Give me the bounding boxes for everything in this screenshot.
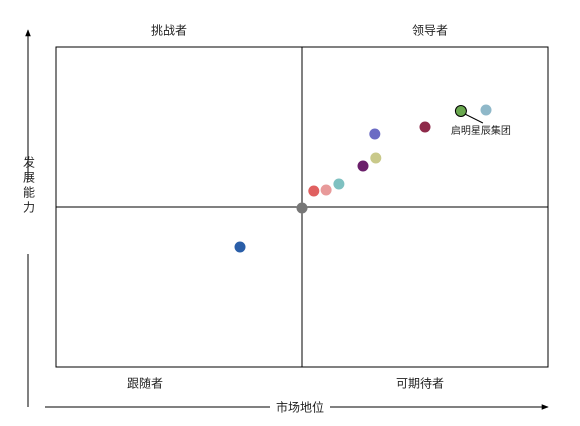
quadrant-label: 跟随者 bbox=[127, 376, 163, 391]
quadrant-label: 领导者 bbox=[412, 24, 448, 38]
point bbox=[480, 104, 492, 116]
quadrant-label: 可期待者 bbox=[396, 377, 444, 391]
label-gap bbox=[270, 399, 330, 415]
point bbox=[308, 185, 320, 197]
point bbox=[454, 105, 467, 117]
point bbox=[333, 178, 345, 190]
point bbox=[419, 121, 431, 133]
quadrant-label: 挑战者 bbox=[151, 24, 187, 38]
point-label: 启明星辰集团 bbox=[451, 124, 511, 137]
leader-line bbox=[464, 113, 484, 124]
point bbox=[320, 184, 332, 196]
point bbox=[357, 160, 369, 172]
y-axis-label: 发展能力 bbox=[22, 155, 36, 216]
label-gap bbox=[18, 180, 38, 254]
point bbox=[369, 128, 381, 140]
x-axis-label: 市场地位 bbox=[276, 400, 324, 415]
point bbox=[234, 241, 246, 253]
point bbox=[296, 202, 308, 214]
point bbox=[370, 152, 382, 164]
